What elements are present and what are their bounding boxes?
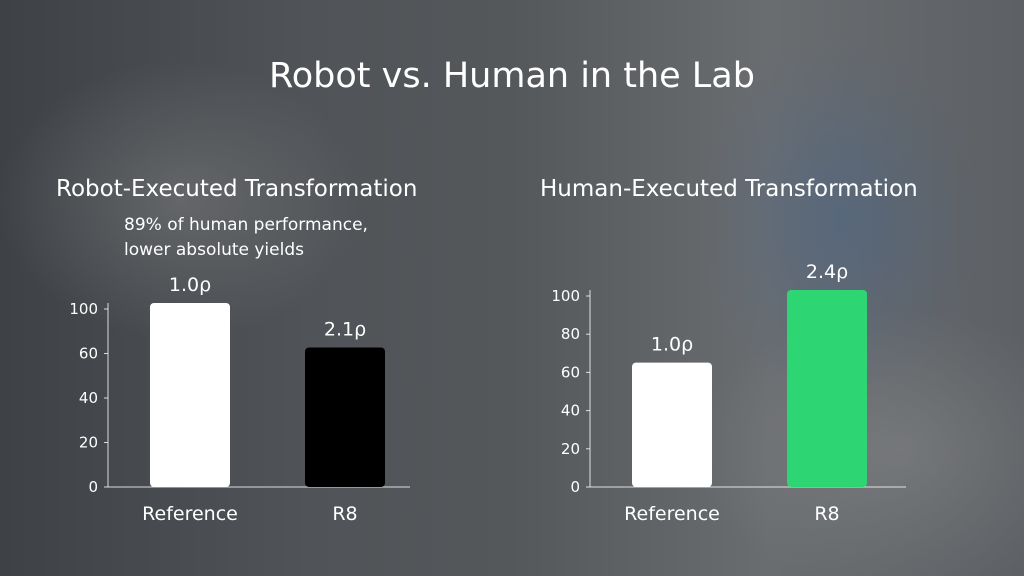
x-category-label: Reference — [142, 503, 238, 525]
y-tick-label: 100 — [69, 300, 98, 318]
y-tick-label: 60 — [79, 345, 98, 363]
bar-reference — [632, 362, 712, 487]
y-tick-label: 20 — [561, 440, 580, 458]
robot-chart-title: Robot-Executed Transformation — [56, 176, 418, 202]
bar-reference — [150, 303, 230, 487]
x-category-label: Reference — [624, 503, 720, 525]
bar-r8 — [787, 290, 867, 487]
x-category-label: R8 — [332, 503, 357, 525]
human-chart-title: Human-Executed Transformation — [540, 176, 918, 202]
y-tick-label: 40 — [561, 402, 580, 420]
slide-title: Robot vs. Human in the Lab — [269, 56, 755, 96]
robot-chart-annotation: 89% of human performance, lower absolute… — [124, 213, 368, 263]
bar-data-label: 1.0ρ — [169, 274, 211, 296]
y-tick-label: 0 — [88, 478, 98, 496]
bar-r8 — [305, 347, 385, 487]
y-tick-label: 40 — [79, 389, 98, 407]
y-tick-label: 60 — [561, 363, 580, 381]
y-tick-label: 0 — [570, 478, 580, 496]
x-category-label: R8 — [814, 503, 839, 525]
annotation-line: lower absolute yields — [124, 240, 304, 260]
y-tick-label: 20 — [79, 434, 98, 452]
bar-data-label: 1.0ρ — [651, 334, 693, 356]
bar-data-label: 2.1ρ — [324, 319, 366, 341]
annotation-line: 89% of human performance, — [124, 215, 368, 235]
y-tick-label: 100 — [551, 287, 580, 305]
bar-data-label: 2.4ρ — [806, 261, 848, 283]
y-tick-label: 80 — [561, 325, 580, 343]
